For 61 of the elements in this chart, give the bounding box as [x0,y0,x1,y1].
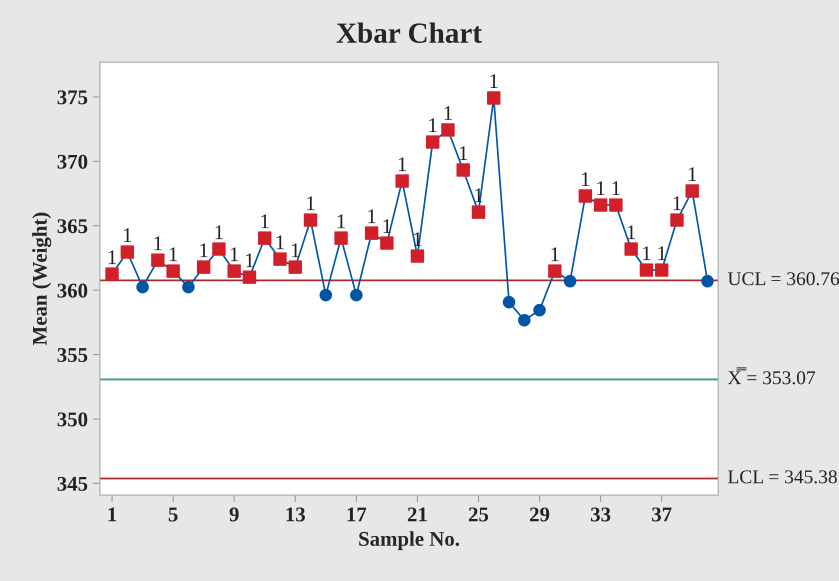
x-tick-label: 13 [286,507,305,522]
annotation: 1 [444,106,452,120]
annotation: 1 [276,235,284,250]
annotation: 1 [674,196,681,210]
x-tick-label: 21 [408,507,427,522]
x-tick-label: 1 [108,508,116,522]
annotation: 1 [292,243,300,258]
y-tick-label: 350 [58,412,88,426]
y-tick-label: 365 [58,219,88,234]
x-tick-label: 37 [652,507,672,522]
x-tick-label: 29 [530,507,550,522]
y-tick-label: 375 [58,90,88,104]
point [701,274,714,288]
annotation: 1 [460,146,468,160]
point [502,296,516,308]
annotation: 1 [628,225,636,240]
point [518,314,531,326]
x-tick-label: 5 [168,508,178,522]
y-tick-label: 370 [58,154,88,169]
chart-title: Xbar Chart [336,22,482,44]
annotation: 1 [246,253,254,268]
annotation: 1 [124,228,132,242]
annotation: 1 [398,157,406,172]
annotation: 1 [368,209,376,224]
annotation: 1 [154,236,162,250]
x-tick-label: 17 [348,508,366,522]
annotation: 1 [338,214,346,228]
point [350,288,363,302]
annotation: 1 [612,181,620,196]
annotation: 1 [307,196,314,210]
annotation: 1 [230,247,238,262]
y-tick-label: 355 [58,348,88,362]
annotation: 1 [108,250,116,264]
point [320,288,332,302]
annotation: 1 [688,167,696,181]
annotation: 1 [597,181,605,196]
annotation: 1 [490,74,498,88]
point [564,274,576,288]
annotation: 1 [582,172,590,186]
ref-line-label: LCL = 345.38 [728,470,837,484]
annotation: 1 [170,247,178,262]
x-tick-label: 33 [590,507,610,522]
y-tick-label: 345 [58,476,88,491]
x-tick-label: 9 [230,507,239,522]
ref-line-label: UCL = 360.76 [728,272,839,286]
annotation: 1 [200,243,208,258]
ref-line-label: X̿ = 353.07 [728,367,816,384]
x-tick-label: 25 [468,507,488,522]
y-tick-label: 360 [58,284,88,298]
x-axis-title: Sample No. [359,531,460,550]
annotation: 1 [429,118,437,132]
annotation: 1 [216,225,223,240]
annotation: 1 [261,214,269,228]
point [136,280,149,294]
point [182,280,195,294]
annotation: 1 [643,246,650,260]
annotation: 1 [551,247,559,262]
y-axis-title: Mean (Weight) [32,212,52,346]
annotation: 1 [384,219,391,234]
point [533,304,546,316]
annotation: 1 [658,246,666,260]
